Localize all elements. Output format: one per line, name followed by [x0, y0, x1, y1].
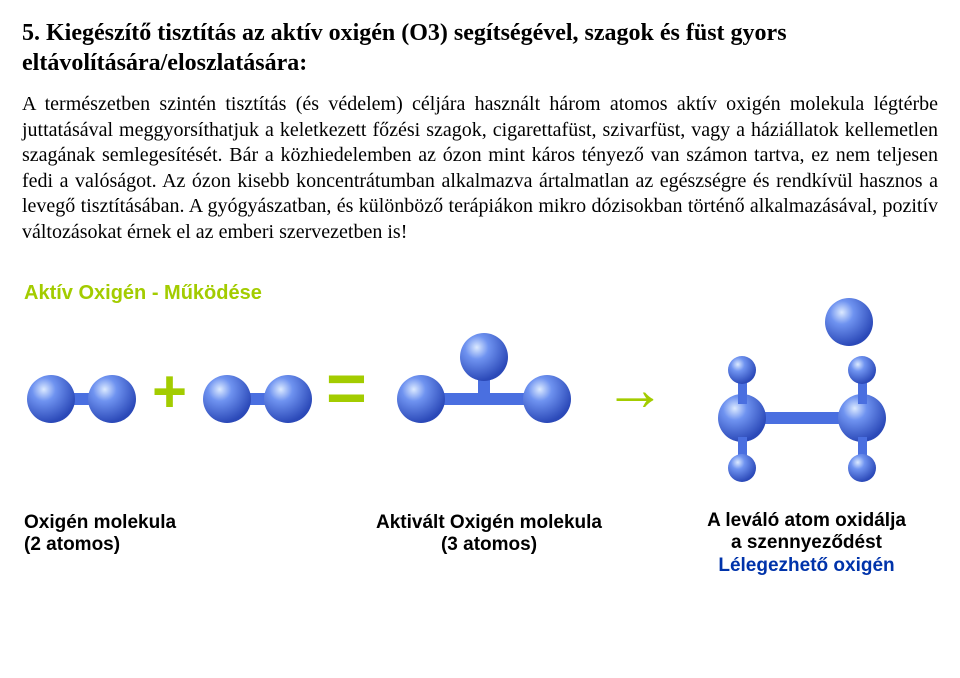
caption-decomposition: A leváló atom oxidálja a szennyeződést L…	[684, 510, 929, 578]
plus-icon: +	[152, 357, 187, 426]
caption-line: Aktivált Oxigén molekula	[376, 512, 602, 533]
ozone-diagram: Aktív Oxigén - Működése + = →	[24, 282, 934, 602]
section-body: A természetben szintén tisztítás (és véd…	[22, 92, 938, 246]
caption-ozone-molecule: Aktivált Oxigén molekula (3 atomos)	[354, 512, 624, 558]
caption-line: A leváló atom oxidálja	[707, 510, 906, 531]
arrow-icon: →	[604, 354, 666, 425]
caption-line: Oxigén molekula	[24, 512, 176, 533]
caption-line: Lélegezhető oxigén	[718, 555, 894, 576]
caption-oxygen-molecule: Oxigén molekula (2 atomos)	[24, 512, 234, 558]
decomposed-ozone-icon	[684, 292, 934, 502]
caption-line: (2 atomos)	[24, 534, 120, 555]
caption-line: (3 atomos)	[441, 534, 537, 555]
ozone-molecule-icon	[394, 330, 574, 470]
caption-line: a szennyeződést	[731, 532, 882, 553]
oxygen-molecule-icon	[24, 372, 139, 427]
oxygen-molecule-icon	[200, 372, 315, 427]
equals-icon: =	[326, 348, 367, 428]
diagram-title: Aktív Oxigén - Működése	[24, 282, 262, 305]
section-heading: 5. Kiegészítő tisztítás az aktív oxigén …	[22, 18, 938, 78]
